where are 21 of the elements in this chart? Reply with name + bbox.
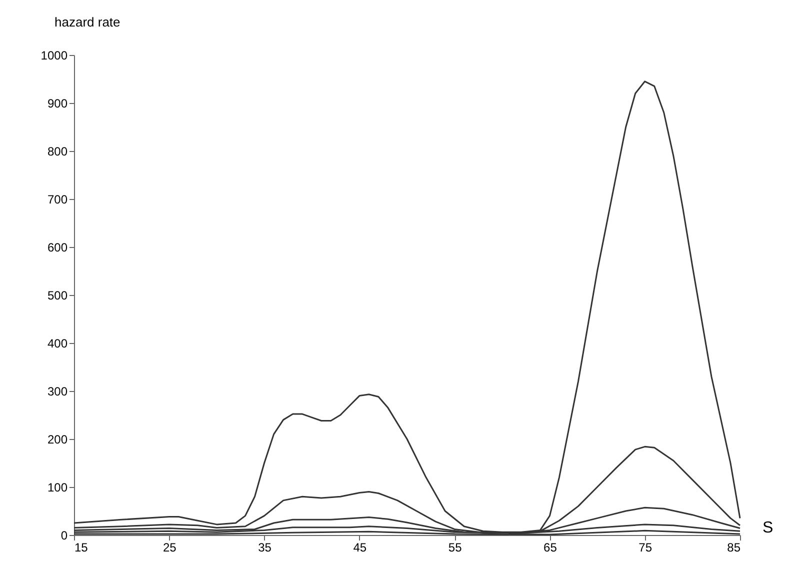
y-tick-label: 0	[60, 528, 68, 542]
x-axis-title: S	[762, 520, 774, 536]
x-tick-label: 35	[258, 540, 272, 554]
y-axis-title: hazard rate	[54, 14, 120, 30]
y-tick-label: 1000	[40, 48, 68, 62]
x-tick-label: 25	[162, 540, 177, 554]
x-tick-label: 55	[448, 540, 462, 554]
y-tick-label: 900	[47, 96, 68, 110]
x-tick-label: 65	[544, 540, 558, 554]
x-tick-label: 85	[727, 540, 741, 554]
x-tick-label: 75	[638, 540, 652, 554]
x-tick-label: 45	[353, 540, 367, 554]
y-tick-label: 600	[47, 240, 68, 254]
y-tick-label: 100	[47, 480, 68, 494]
y-tick-label: 200	[47, 432, 68, 446]
y-tick-label: 400	[47, 336, 68, 350]
y-tick-label: 500	[47, 288, 68, 302]
y-tick-label: 800	[47, 144, 68, 158]
x-tick-label: 15	[74, 540, 88, 554]
y-tick-label: 300	[47, 384, 68, 398]
y-tick-label: 700	[47, 192, 68, 206]
